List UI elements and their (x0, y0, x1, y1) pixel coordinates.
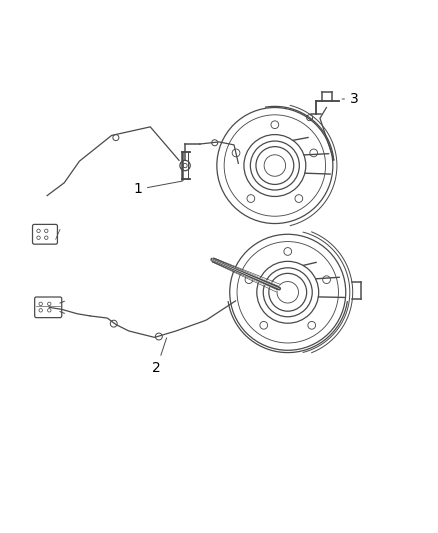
Text: 3: 3 (342, 92, 359, 106)
Text: 1: 1 (133, 181, 182, 197)
Text: 2: 2 (152, 338, 166, 375)
